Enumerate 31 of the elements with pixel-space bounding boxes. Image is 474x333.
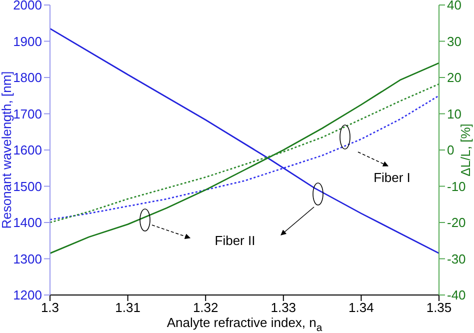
y2-tick-label: 10	[447, 106, 462, 122]
annotation: Fiber I	[374, 170, 410, 185]
y2-tick-label: 20	[447, 70, 462, 86]
y-tick-label: 1800	[13, 70, 42, 86]
y2-tick-label: -20	[447, 215, 466, 230]
y-tick-label: 1300	[13, 251, 42, 266]
x-tick-label: 1.3	[40, 300, 60, 316]
x-tick-label: 1.34	[348, 300, 374, 316]
x-tick-label: 1.35	[426, 300, 452, 316]
y2-axis-title: ΔL/L, [%]	[458, 124, 473, 176]
x-tick-label: 1.32	[192, 300, 218, 316]
x-tick-label: 1.33	[270, 300, 296, 316]
line-series	[50, 62, 439, 254]
x-axis-title: Analyte refractive index, n$_{a}$	[166, 315, 322, 333]
y-tick-label: 1400	[13, 215, 42, 230]
y2-tick-label: -10	[447, 178, 466, 194]
y-tick-label: 1500	[13, 178, 42, 194]
line-series	[50, 28, 439, 254]
y-tick-label: 2000	[13, 0, 42, 13]
y2-tick-label: 30	[447, 34, 462, 49]
y2-tick-label: -40	[447, 288, 466, 303]
y2-tick-label: 0	[447, 142, 454, 158]
y-tick-label: 1600	[13, 142, 42, 158]
y-tick-label: 1200	[13, 288, 42, 303]
x-tick-label: 1.31	[115, 300, 140, 316]
y2-tick-label: 40	[447, 0, 462, 13]
annotation: Fiber II	[214, 233, 256, 248]
y-tick-label: 1900	[13, 34, 42, 49]
y-tick-label: 1700	[13, 106, 42, 122]
y2-tick-label: -30	[447, 251, 466, 266]
y-axis-title: Resonant wavelength, [nm]	[0, 71, 14, 229]
